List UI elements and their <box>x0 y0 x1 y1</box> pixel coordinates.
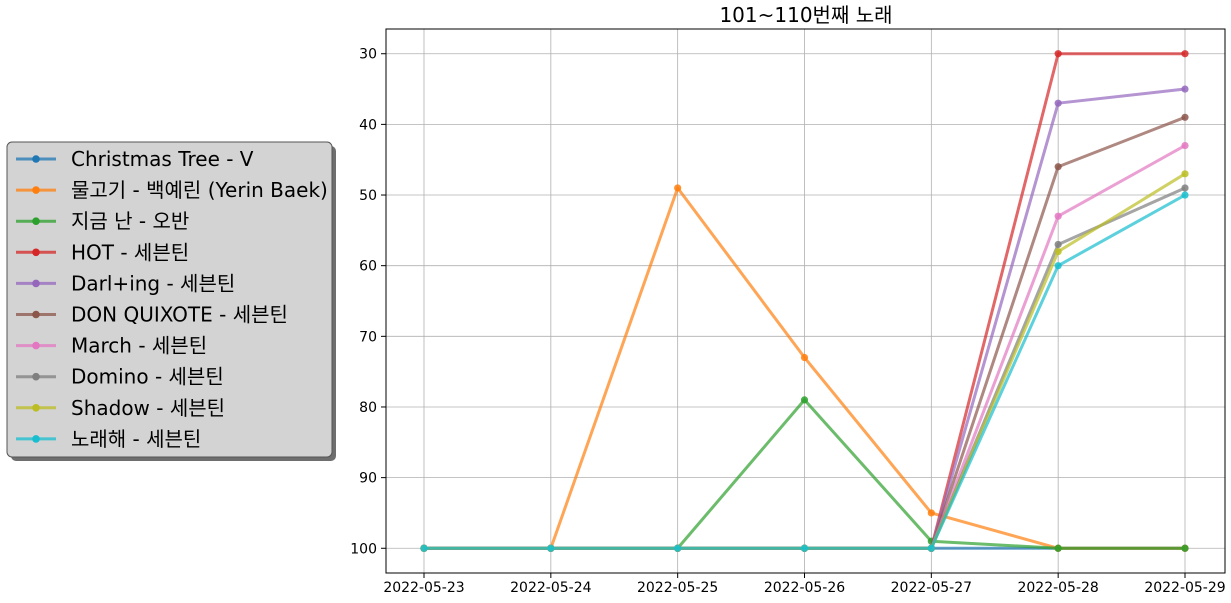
legend-label: Domino - 세븐틴 <box>71 365 224 389</box>
y-tick-label: 90 <box>359 471 377 487</box>
y-tick-label: 50 <box>359 188 377 204</box>
data-point <box>420 544 428 552</box>
data-point <box>674 184 682 192</box>
legend-item: DON QUIXOTE - 세븐틴 <box>16 303 288 327</box>
legend-item: Shadow - 세븐틴 <box>16 396 225 420</box>
legend-swatch-marker <box>32 155 40 163</box>
legend-box <box>6 141 333 458</box>
legend-swatch-marker <box>32 248 40 257</box>
legend-swatch-marker <box>32 217 40 225</box>
data-point <box>1181 113 1189 121</box>
data-point <box>1181 141 1189 150</box>
data-point <box>1181 50 1189 58</box>
legend-label: 지금 난 - 오반 <box>71 209 189 233</box>
data-point <box>1181 184 1189 192</box>
legend-item: HOT - 세븐틴 <box>16 240 189 264</box>
x-tick-label: 2022-05-24 <box>510 580 591 596</box>
y-tick-label: 70 <box>359 329 377 345</box>
data-point <box>1054 247 1062 256</box>
legend-item: March - 세븐틴 <box>16 334 207 358</box>
legend-item: 노래해 - 세븐틴 <box>16 427 201 451</box>
data-point <box>1054 544 1062 552</box>
x-tick-label: 2022-05-26 <box>764 580 845 596</box>
data-point <box>927 509 935 517</box>
legend-label: Shadow - 세븐틴 <box>71 396 225 420</box>
series-lines <box>420 50 1189 552</box>
legend-item: Darl+ing - 세븐틴 <box>16 271 235 295</box>
legend-label: Darl+ing - 세븐틴 <box>71 271 235 295</box>
x-tick-label: 2022-05-28 <box>1017 580 1098 596</box>
legend-label: 물고기 - 백예린 (Yerin Baek) <box>71 178 328 202</box>
legend-label: Christmas Tree - V <box>71 147 254 171</box>
axes: 2022-05-23 2022-05-24 2022-05-25 2022-05-26… <box>350 47 1225 596</box>
data-point <box>1181 191 1189 199</box>
data-point <box>674 544 682 552</box>
x-tick-label: 2022-05-25 <box>637 580 718 596</box>
legend-item: Domino - 세븐틴 <box>16 365 224 389</box>
data-point <box>800 353 809 362</box>
data-point <box>547 544 555 552</box>
data-point <box>800 396 809 404</box>
legend-label: March - 세븐틴 <box>71 334 207 358</box>
x-tick-label: 2022-05-23 <box>383 580 464 596</box>
series-group <box>420 191 1189 552</box>
chart-title: 101~110번째 노래 <box>719 3 892 27</box>
y-tick-label: 40 <box>359 117 377 133</box>
legend-label: DON QUIXOTE - 세븐틴 <box>71 303 288 327</box>
y-tick-label: 80 <box>359 400 377 416</box>
y-tick-label: 30 <box>359 47 377 63</box>
legend-swatch-marker <box>32 310 40 319</box>
data-point <box>1054 212 1062 220</box>
plot-area <box>385 28 1226 574</box>
grid <box>386 29 1225 573</box>
data-point <box>1181 85 1189 93</box>
data-point <box>1054 163 1062 171</box>
data-point <box>1054 50 1062 58</box>
data-point <box>1181 170 1189 178</box>
legend-swatch-marker <box>32 279 40 288</box>
legend-item: 지금 난 - 오반 <box>16 209 189 233</box>
legend-swatch-marker <box>32 404 40 412</box>
x-tick-label: 2022-05-29 <box>1144 580 1225 596</box>
legend-swatch-marker <box>32 186 40 194</box>
legend-label: HOT - 세븐틴 <box>71 240 189 264</box>
legend-label: 노래해 - 세븐틴 <box>71 427 201 451</box>
legend-item: Christmas Tree - V <box>16 147 254 171</box>
y-tick-label: 60 <box>359 259 377 275</box>
y-tick-label: 100 <box>350 541 377 557</box>
legend-swatch-marker <box>32 435 40 443</box>
legend-swatch-marker <box>32 372 40 381</box>
data-point <box>1054 262 1062 270</box>
data-point <box>1181 544 1189 552</box>
data-point <box>927 544 935 552</box>
legend-item: 물고기 - 백예린 (Yerin Baek) <box>16 178 328 202</box>
x-tick-label: 2022-05-27 <box>891 580 972 596</box>
data-point <box>1054 99 1062 107</box>
data-point <box>800 544 809 552</box>
legend-swatch-marker <box>32 341 40 350</box>
data-point <box>1054 240 1062 249</box>
legend: Christmas Tree - V 물고기 - 백예린 (Yerin Baek)… <box>6 141 336 461</box>
